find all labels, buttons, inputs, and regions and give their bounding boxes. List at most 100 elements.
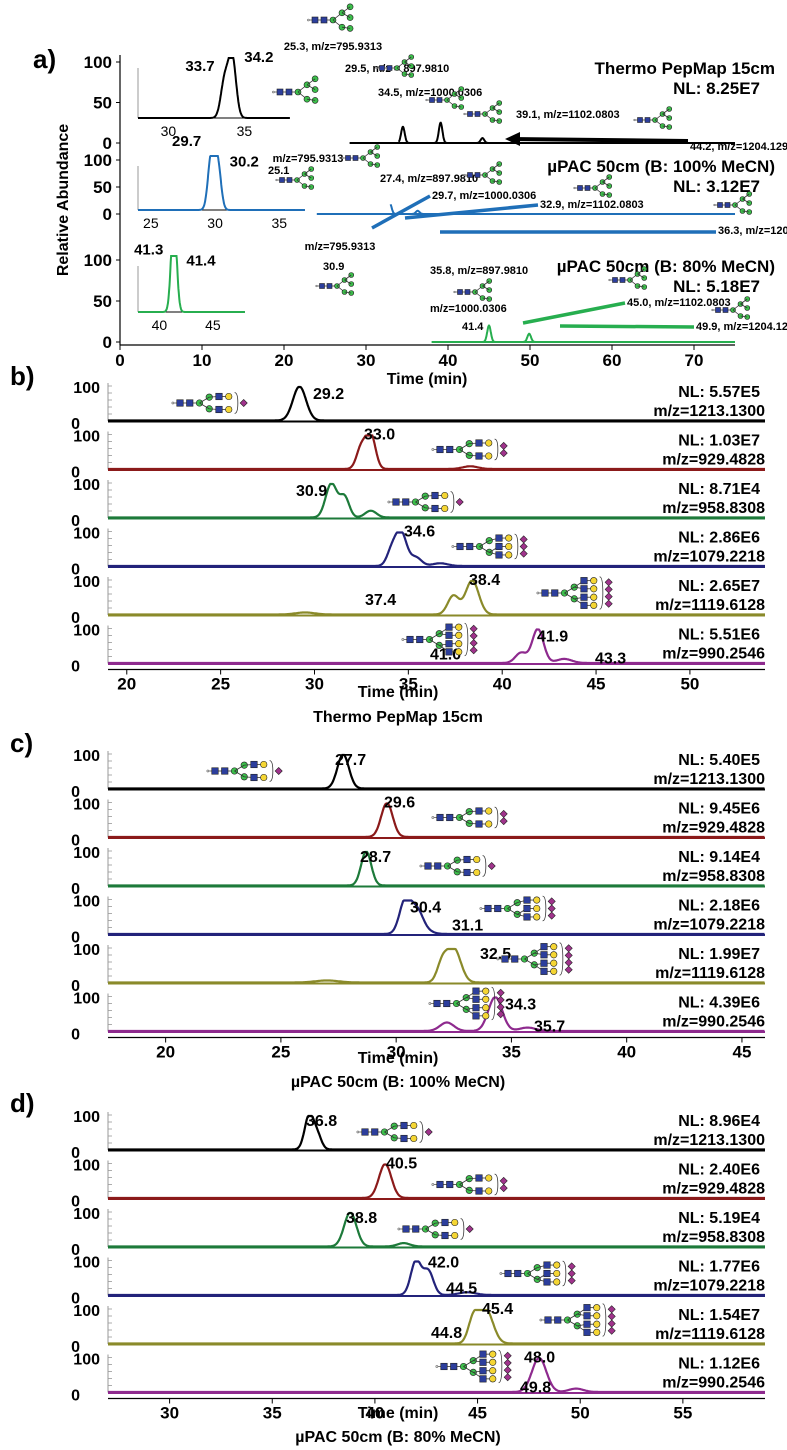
glcnac-square-icon	[464, 289, 471, 295]
glcnac-square-icon	[445, 623, 453, 631]
bond-line	[384, 1131, 395, 1139]
bond-line	[662, 108, 670, 115]
inset-trace-line	[138, 155, 305, 211]
glcnac-square-icon	[543, 1278, 551, 1286]
glycan-structure-icon	[275, 166, 315, 190]
linker-icon	[453, 290, 456, 294]
galactose-circle-icon	[455, 648, 463, 656]
glcnac-square-icon	[311, 16, 319, 24]
y-tick-label: 0	[71, 1388, 80, 1405]
bond-line	[404, 73, 412, 76]
glcnac-square-icon	[580, 593, 588, 601]
panel-b-xlabel: Time (min)	[358, 684, 439, 701]
glcnac-square-icon	[577, 185, 583, 191]
galactose-circle-icon	[550, 943, 558, 951]
linker-icon	[387, 500, 391, 504]
galactose-circle-icon	[482, 995, 490, 1003]
y-tick-label: 0	[71, 416, 80, 433]
galactose-circle-icon	[489, 1367, 497, 1375]
glycan-structure-icon	[428, 986, 505, 1021]
glcnac-square-icon	[479, 1350, 487, 1358]
bond-line	[429, 639, 440, 646]
bond-line	[482, 280, 490, 287]
glycan-structure-icon	[431, 438, 508, 461]
bracket-line	[542, 895, 547, 922]
trace-nl-label: NL: 5.18E7	[673, 277, 760, 296]
linker-icon	[573, 186, 576, 190]
bond-line	[602, 181, 610, 187]
bond-line	[524, 952, 535, 960]
y-tick-label: 100	[73, 1352, 100, 1369]
bond-line	[404, 61, 412, 67]
linker-icon	[435, 1365, 439, 1368]
sialic-acid-diamond-icon	[496, 988, 505, 997]
inset-tick-label: 25	[143, 215, 159, 231]
glcnac-square-icon	[250, 760, 258, 769]
trace-title: Thermo PepMap 15cm	[595, 59, 775, 78]
sialic-acid-diamond-icon	[604, 578, 613, 587]
trace-nl-label: NL: 5.51E6	[678, 627, 760, 644]
y-tick-label: 50	[93, 94, 112, 113]
bond-line	[637, 273, 645, 279]
bond-line	[567, 1313, 578, 1321]
sialic-acid-diamond-icon	[547, 904, 556, 913]
bond-line	[459, 1184, 470, 1191]
sialic-acid-diamond-icon	[503, 1358, 512, 1367]
glycan-structure-icon	[341, 144, 381, 168]
glcnac-square-icon	[402, 1225, 410, 1233]
trace-nl-label: NL: 1.54E7	[678, 1307, 760, 1324]
y-tick-label: 100	[84, 53, 112, 72]
trace-nl-label: NL: 2.86E6	[678, 530, 760, 547]
inset-tick-label: 35	[237, 123, 253, 139]
glcnac-square-icon	[523, 904, 531, 913]
bond-line	[306, 78, 316, 86]
panel-b-caption: Thermo PepMap 15cm	[313, 709, 483, 726]
linker-icon	[315, 284, 318, 288]
sialic-acid-diamond-icon	[607, 1319, 616, 1328]
sialic-acid-diamond-icon	[499, 449, 508, 458]
sialic-acid-diamond-icon	[567, 1262, 576, 1271]
glcnac-square-icon	[475, 452, 483, 460]
bond-line	[304, 185, 312, 188]
trace-mz-label: m/z=929.4828	[662, 1181, 765, 1198]
linker-icon	[356, 1130, 360, 1134]
trace-nl-label: NL: 5.19E4	[678, 1210, 760, 1227]
glcnac-square-icon	[446, 813, 454, 822]
peak-label: 32.9, m/z=1102.0803	[540, 199, 644, 211]
sialic-acid-diamond-icon	[455, 498, 464, 506]
bond-line	[344, 291, 352, 294]
glcnac-square-icon	[424, 862, 432, 870]
glcnac-square-icon	[392, 498, 400, 506]
bond-line	[447, 865, 458, 873]
linker-icon	[375, 66, 378, 70]
x-tick-label: 10	[193, 351, 212, 370]
peak-label: 40.5	[386, 1156, 417, 1173]
glcnac-square-icon	[523, 913, 531, 921]
bracket-line	[514, 533, 519, 560]
bracket-line	[498, 1349, 503, 1384]
sialic-acid-diamond-icon	[499, 441, 508, 450]
x-tick-label: 30	[160, 1404, 179, 1423]
galactose-circle-icon	[489, 1350, 497, 1358]
linker-icon	[401, 638, 405, 641]
bond-line	[492, 168, 500, 174]
glcnac-square-icon	[540, 967, 548, 975]
sialic-acid-diamond-icon	[499, 817, 508, 826]
x-tick-label: 25	[211, 675, 230, 694]
galactose-circle-icon	[485, 1187, 493, 1195]
y-tick-label: 0	[71, 1339, 80, 1356]
bond-line	[524, 958, 535, 966]
galactose-circle-icon	[593, 1320, 601, 1328]
peak-label: 25.3, m/z=795.9313	[284, 41, 382, 53]
glcnac-square-icon	[472, 987, 480, 995]
trace-nl-label: NL: 2.40E6	[678, 1162, 760, 1179]
sialic-acid-diamond-icon	[499, 1176, 508, 1185]
glcnac-square-icon	[286, 177, 293, 183]
glcnac-square-icon	[436, 445, 444, 454]
y-tick-label: 0	[71, 465, 80, 482]
glcnac-square-icon	[400, 1121, 408, 1130]
trace-nl-label: NL: 9.14E4	[678, 849, 760, 866]
glcnac-square-icon	[544, 1316, 552, 1324]
sialic-acid-diamond-icon	[604, 592, 613, 601]
glcnac-square-icon	[457, 289, 463, 295]
